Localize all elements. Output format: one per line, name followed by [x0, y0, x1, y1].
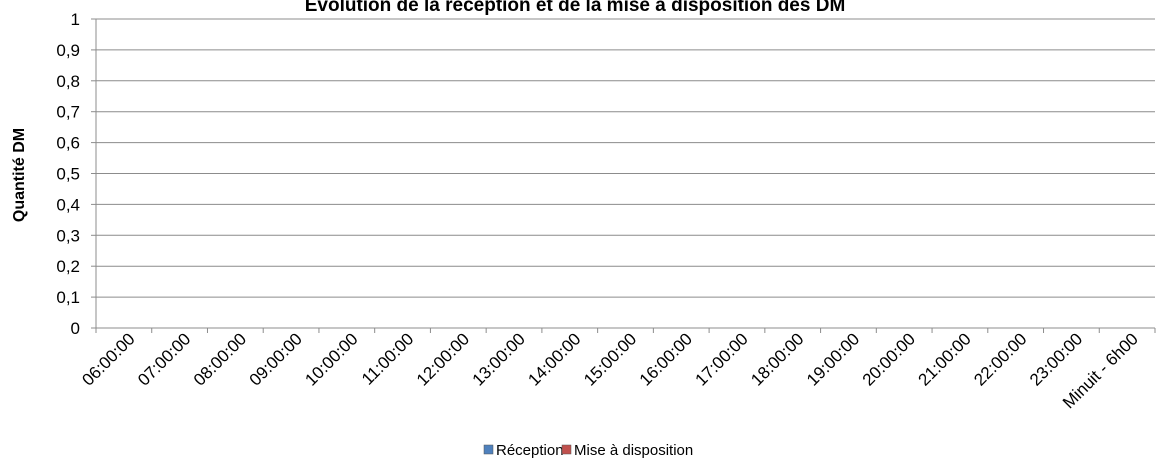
x-tick-label: 11:00:00 [358, 329, 417, 388]
y-tick-label: 0,1 [56, 288, 80, 307]
legend: Réception Mise à disposition [483, 442, 693, 459]
y-axis-label: Quantité DM [11, 128, 28, 222]
x-tick-label: 10:00:00 [301, 329, 361, 389]
x-tick-label: 16:00:00 [636, 329, 696, 389]
x-tick-label: 12:00:00 [413, 329, 473, 389]
x-tick-label: 21:00:00 [915, 329, 975, 389]
legend-label: Mise à disposition [574, 442, 693, 459]
gridlines [96, 18, 1155, 298]
x-tick-label: 20:00:00 [859, 329, 919, 389]
x-tick-label: 17:00:00 [692, 329, 752, 389]
x-tick-label: 09:00:00 [246, 329, 306, 389]
x-tick-label: 13:00:00 [469, 329, 529, 389]
x-tick-label: 15:00:00 [580, 329, 640, 389]
x-tick-label: 06:00:00 [78, 329, 138, 389]
y-tick-label: 0,5 [56, 165, 80, 184]
x-tick-label: 19:00:00 [803, 329, 863, 389]
x-tick-label: 22:00:00 [970, 329, 1030, 389]
x-tick-labels: 06:00:0007:00:0008:00:0009:00:0010:00:00… [78, 328, 1156, 412]
y-tick-label: 0,4 [56, 195, 80, 214]
chart-title: Evolution de la réception et de la mise … [305, 0, 846, 16]
legend-swatch [483, 444, 494, 455]
y-tick-label: 0,8 [56, 72, 80, 91]
y-tick-label: 1 [71, 10, 80, 29]
x-tick-label: 14:00:00 [524, 329, 584, 389]
x-tick-label: 07:00:00 [134, 329, 194, 389]
legend-swatch [561, 444, 572, 455]
y-tick-label: 0,2 [56, 257, 80, 276]
y-tick-label: 0,9 [56, 41, 80, 60]
x-tick-label: 18:00:00 [747, 329, 807, 389]
y-tick-labels: 0 0,1 0,2 0,3 0,4 0,5 0,6 0,7 0,8 0,9 1 [56, 10, 96, 338]
legend-label: Réception [496, 442, 564, 459]
y-tick-label: 0,3 [56, 226, 80, 245]
axes [95, 19, 1155, 329]
y-tick-label: 0 [71, 319, 80, 338]
y-tick-label: 0,6 [56, 134, 80, 153]
y-tick-label: 0,7 [56, 103, 80, 122]
x-tick-label: 08:00:00 [190, 329, 250, 389]
